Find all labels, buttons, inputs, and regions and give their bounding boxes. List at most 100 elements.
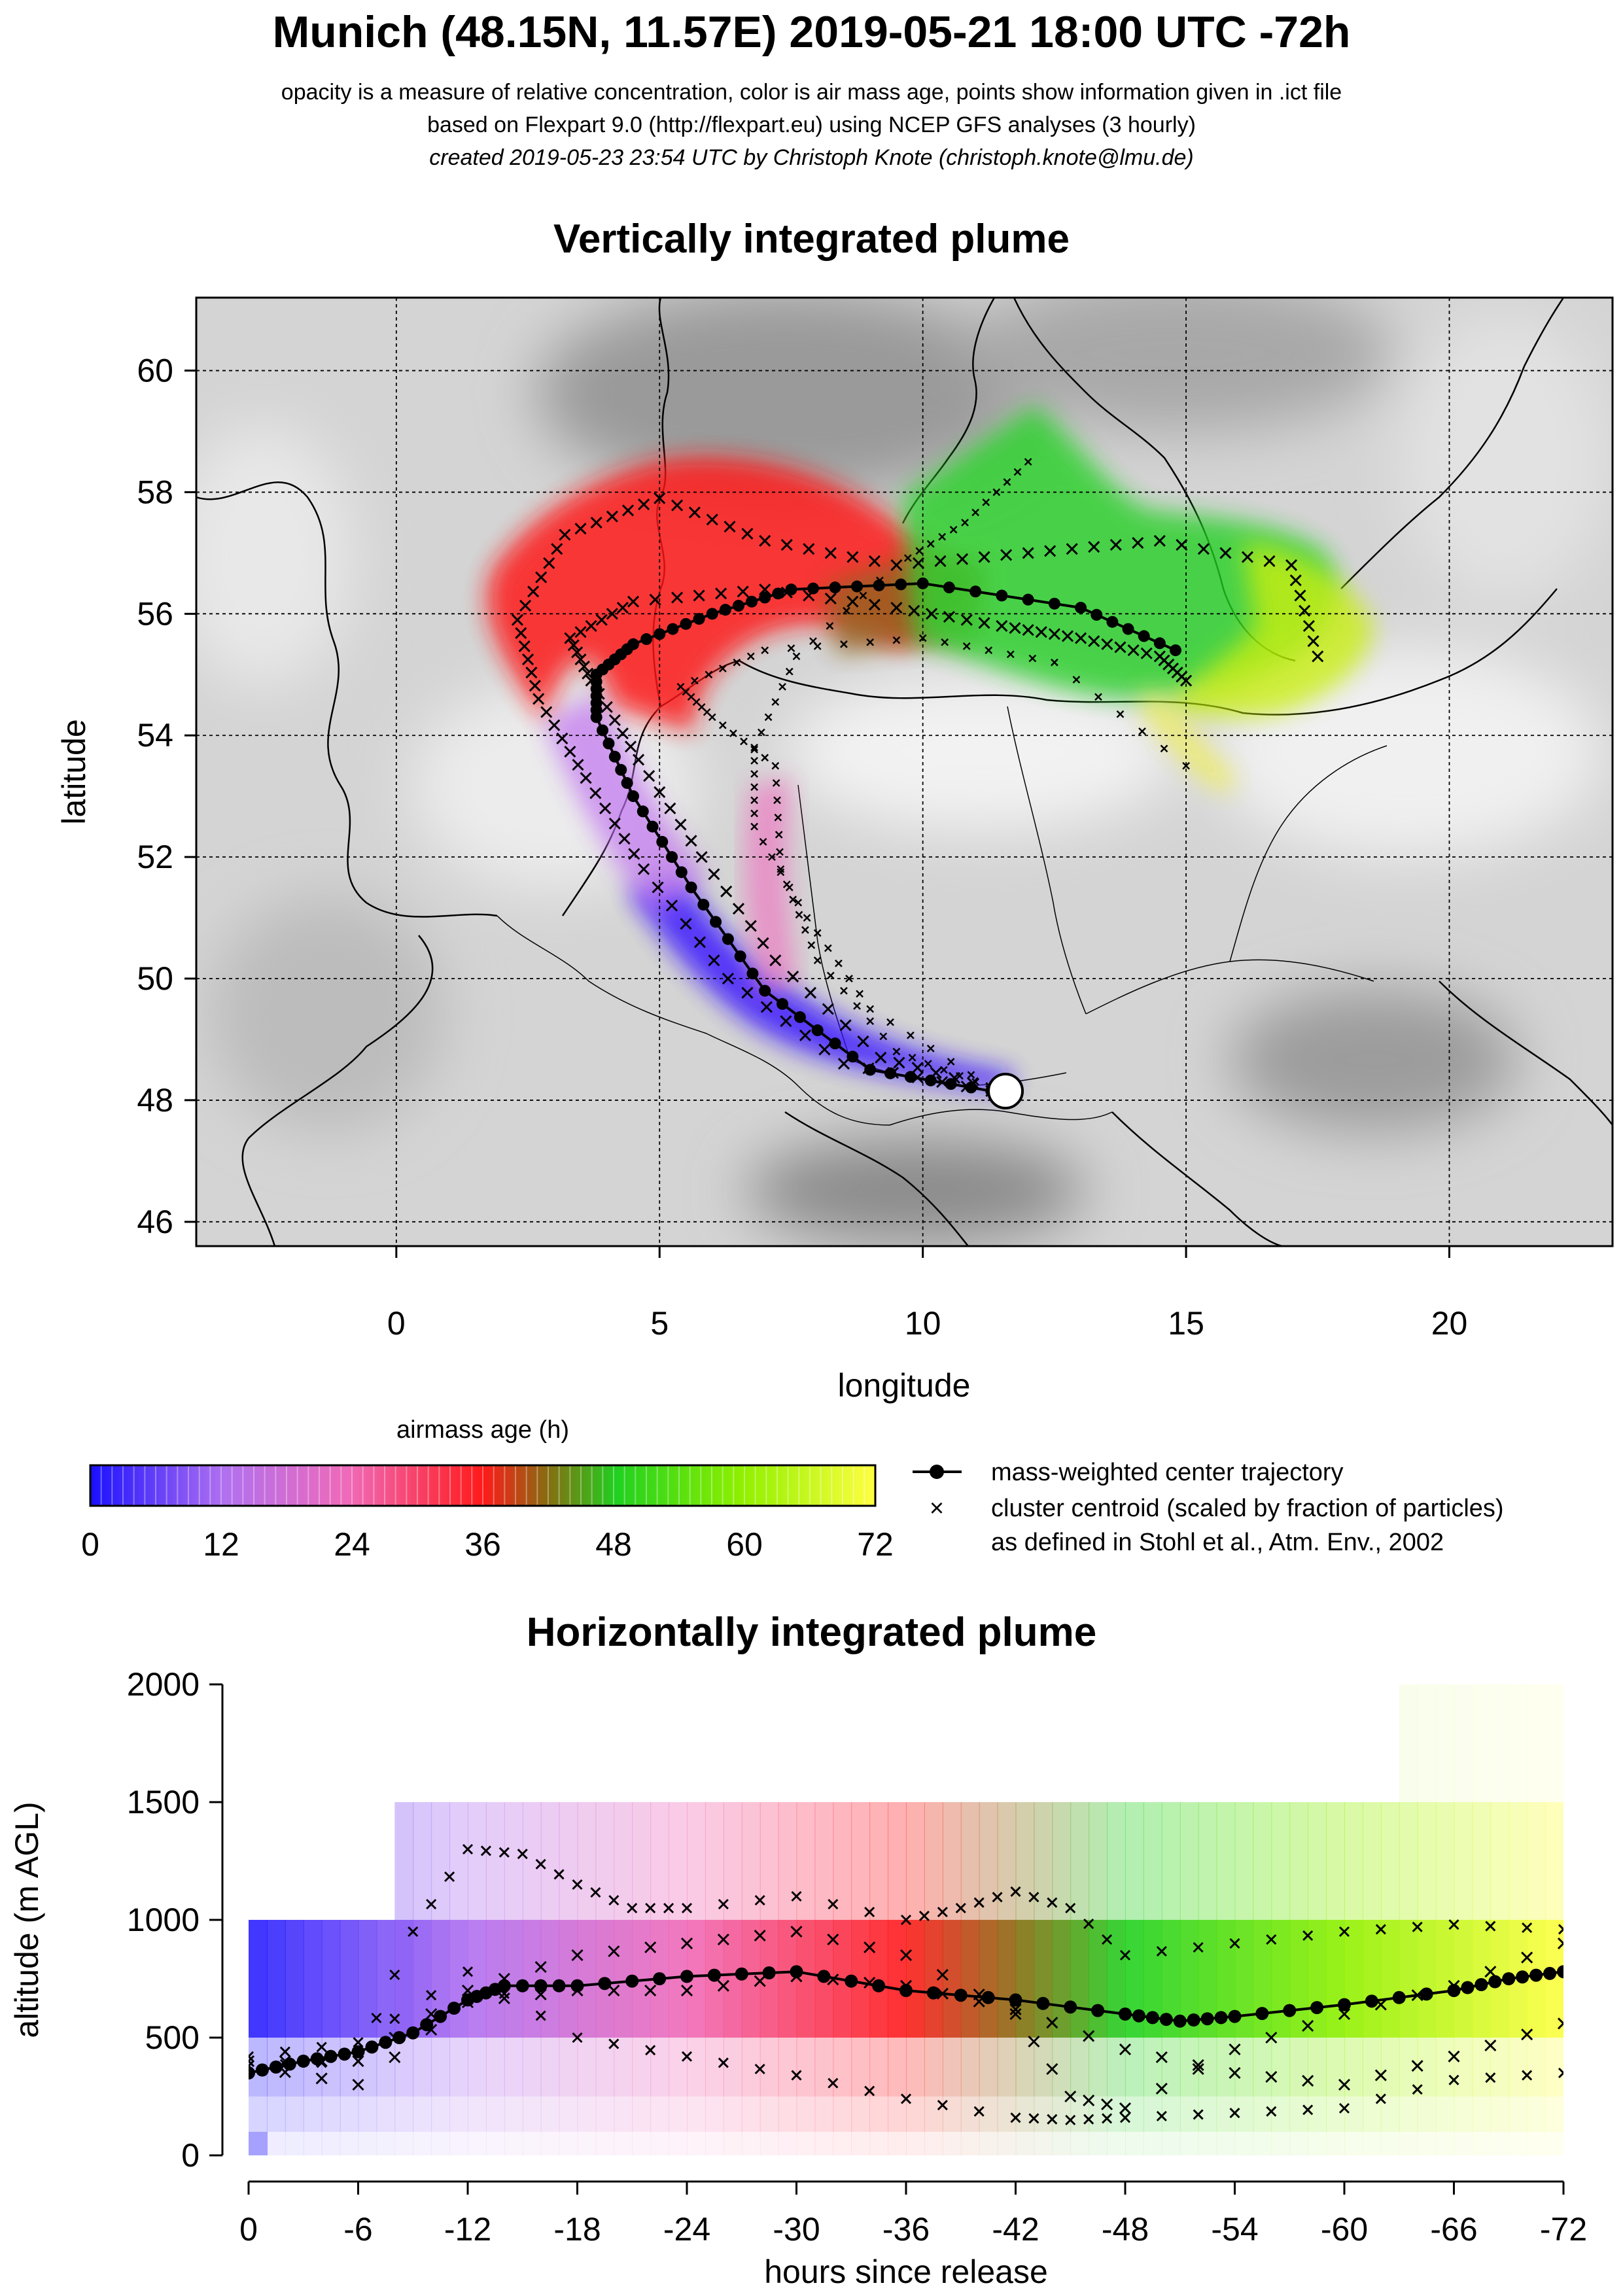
altitude-cluster-centroid <box>389 2013 400 2025</box>
altitude-age-cell <box>303 2038 323 2096</box>
altitude-center-trajectory <box>249 1965 1563 2079</box>
altitude-cluster-centroids <box>249 1843 1563 2126</box>
map-cluster-centroid <box>956 553 969 565</box>
map-cluster-centroid <box>1140 647 1153 659</box>
altitude-age-cell <box>1399 1920 1418 2038</box>
altitude-cluster-centroid <box>1412 1921 1423 1932</box>
colorbar-tick-label: 48 <box>595 1526 632 1563</box>
map-center-point <box>640 633 653 646</box>
altitude-age-cell <box>595 1802 615 1920</box>
map-cluster-centroid <box>776 848 784 856</box>
altitude-age-cell <box>833 2096 852 2132</box>
map-center-point <box>895 578 907 591</box>
altitude-age-cell <box>960 2038 980 2096</box>
map-center-point <box>602 737 615 750</box>
altitude-center-point <box>1392 1991 1406 2004</box>
map-cluster-centroid <box>632 754 645 766</box>
altitude-cluster-centroid <box>718 2057 729 2068</box>
map-cluster-centroid <box>1009 621 1021 635</box>
map-cluster-centroid <box>1035 626 1047 638</box>
map-cluster-centroid <box>674 818 687 831</box>
colorbar-title: airmass age (h) <box>396 1416 569 1444</box>
map-cluster-centroid <box>529 680 541 692</box>
altitude-age-cell <box>851 1802 871 1920</box>
map-cluster-centroid <box>628 848 640 860</box>
altitude-center-point <box>310 2052 324 2066</box>
map-cluster-centroid <box>608 817 621 830</box>
altitude-center-point <box>338 2047 351 2061</box>
map-center-point <box>621 777 633 790</box>
map-cluster-centroid <box>737 585 749 598</box>
altitude-age-cell <box>394 2096 414 2132</box>
altitude-age-bands <box>249 1684 1563 2155</box>
map-cluster-centroid <box>733 658 741 667</box>
map-cluster-centroid <box>761 646 769 654</box>
altitude-center-point <box>552 1979 566 1992</box>
altitude-age-cell <box>522 2096 542 2132</box>
altitude-cluster-centroid <box>1009 2003 1022 2015</box>
map-center-point <box>680 617 692 630</box>
map-cluster-centroid <box>1127 644 1140 657</box>
map-cluster-centroid <box>892 561 901 569</box>
altitude-age-cell <box>1179 2096 1199 2132</box>
map-cluster-centroid <box>985 646 993 654</box>
altitude-cluster-centroid <box>1448 2074 1459 2085</box>
altitude-y-axis-label: altitude (m AGL) <box>9 1801 45 2038</box>
altitude-center-point <box>817 1970 831 1983</box>
altitude-cluster-centroid <box>1485 2072 1496 2083</box>
altitude-age-cell <box>1216 1802 1236 1920</box>
altitude-age-cell <box>1015 2132 1035 2155</box>
altitude-cluster-centroid <box>1302 1930 1314 1941</box>
legend-center-label: mass-weighted center trajectory <box>991 1459 1344 1486</box>
altitude-cluster-centroid <box>681 2051 693 2062</box>
legend-cluster-label: cluster centroid (scaled by fraction of … <box>991 1495 1504 1522</box>
map-cluster-centroid <box>525 667 538 679</box>
map-center-point <box>904 1071 916 1083</box>
altitude-age-cell <box>906 1920 925 2038</box>
altitude-cluster-centroid <box>353 2037 364 2048</box>
altitude-age-cell <box>1435 1920 1455 2038</box>
altitude-age-cell <box>1089 1920 1108 2038</box>
altitude-age-cell <box>888 1920 907 2038</box>
altitude-age-cell <box>669 2038 688 2096</box>
map-center-point <box>654 628 666 640</box>
map-y-tick-label: 52 <box>137 839 173 875</box>
map-cluster-centroid <box>978 551 990 563</box>
altitude-age-cell <box>522 2132 542 2155</box>
altitude-age-cell <box>249 2096 268 2132</box>
map-cluster-centroid <box>511 614 524 626</box>
map-cluster-centroid <box>1116 710 1125 718</box>
altitude-age-cell <box>468 1802 487 1920</box>
altitude-center-point <box>653 1972 667 1985</box>
altitude-age-cell <box>540 2132 560 2155</box>
age-colorbar <box>90 1465 875 1506</box>
altitude-age-cell <box>431 2096 451 2132</box>
altitude-x-tick-label: -48 <box>1102 2211 1149 2248</box>
altitude-age-cell <box>577 2038 597 2096</box>
altitude-cluster-centroid <box>1484 2039 1497 2052</box>
map-center-point <box>722 933 734 945</box>
map-x-tick-label: 20 <box>1431 1305 1468 1342</box>
map-cluster-centroid <box>715 587 727 600</box>
altitude-cluster-centroid <box>498 1847 510 1858</box>
map-cluster-centroid <box>741 527 754 540</box>
map-cluster-centroid <box>768 853 776 861</box>
map-x-tick-label: 5 <box>650 1305 669 1342</box>
map-cluster-centroid <box>664 802 676 814</box>
altitude-cluster-centroid <box>937 2100 948 2111</box>
map-cluster-centroid <box>551 543 563 555</box>
altitude-age-cell <box>559 2096 578 2132</box>
map-cluster-centroid <box>939 1066 948 1074</box>
altitude-cluster-centroid <box>1155 2082 1168 2095</box>
altitude-cluster-centroid <box>937 1906 948 1918</box>
map-cluster-centroid <box>773 796 781 805</box>
map-cluster-centroid <box>1028 654 1037 663</box>
altitude-age-cell <box>1161 2038 1181 2096</box>
altitude-cluster-centroid <box>1558 2067 1563 2079</box>
altitude-age-cell <box>266 2096 286 2132</box>
map-cluster-centroid <box>574 626 587 638</box>
map-center-point <box>1122 623 1134 635</box>
altitude-center-point <box>1338 1998 1351 2011</box>
altitude-age-cell <box>577 1802 597 1920</box>
map-cluster-centroid <box>578 660 590 672</box>
